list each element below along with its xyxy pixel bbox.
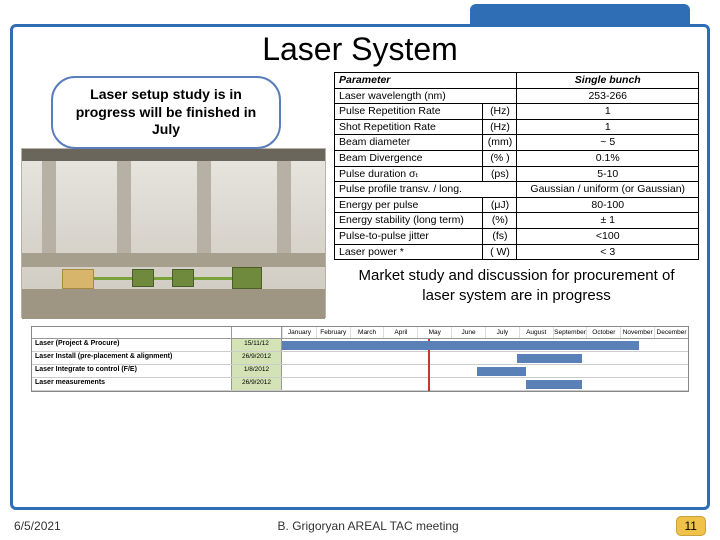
page-number: 11 — [676, 516, 706, 536]
slide-title: Laser System — [13, 31, 707, 68]
gantt-label: Laser (Project & Procure) — [32, 339, 232, 351]
table-row: Pulse-to-pulse jitter (fs) <100 — [335, 228, 699, 244]
upper-row: Laser setup study is in progress will be… — [13, 68, 707, 318]
param-value: 1 — [517, 104, 699, 120]
gantt-month: March — [350, 327, 384, 338]
param-value: < 3 — [517, 244, 699, 260]
gantt-bars — [282, 378, 688, 390]
corner-tab — [470, 4, 690, 26]
gantt-date: 26/9/2012 — [232, 378, 282, 390]
param-value: 1 — [517, 119, 699, 135]
param-value: ± 1 — [517, 213, 699, 229]
parameter-table: Parameter Single bunch Laser wavelength … — [334, 72, 699, 260]
th-single-bunch: Single bunch — [517, 73, 699, 89]
gantt-month: July — [485, 327, 519, 338]
table-row: Pulse duration σₜ (ps) 5-10 — [335, 166, 699, 182]
param-value: Gaussian / uniform (or Gaussian) — [517, 182, 699, 198]
gantt-row: Laser (Project & Procure) 15/11/12 — [32, 339, 688, 352]
param-unit: (fs) — [483, 228, 517, 244]
param-name: Energy stability (long term) — [335, 213, 483, 229]
table-row: Beam diameter (mm) ~ 5 — [335, 135, 699, 151]
table-row: Pulse Repetition Rate (Hz) 1 — [335, 104, 699, 120]
gantt-date: 15/11/12 — [232, 339, 282, 351]
footer-date: 6/5/2021 — [14, 519, 61, 533]
market-note: Market study and discussion for procurem… — [344, 266, 689, 305]
table-row: Energy stability (long term) (%) ± 1 — [335, 213, 699, 229]
param-name: Laser power * — [335, 244, 483, 260]
slide-frame: Laser System Laser setup study is in pro… — [10, 24, 710, 510]
param-name: Beam Divergence — [335, 150, 483, 166]
gantt-date: 1/8/2012 — [232, 365, 282, 377]
gantt-header: JanuaryFebruaryMarchAprilMayJuneJulyAugu… — [32, 327, 688, 339]
gantt-month: August — [519, 327, 553, 338]
table-row: Shot Repetition Rate (Hz) 1 — [335, 119, 699, 135]
gantt-bars — [282, 365, 688, 377]
table-row: Pulse profile transv. / long. Gaussian /… — [335, 182, 699, 198]
gantt-label: Laser Install (pre-placement & alignment… — [32, 352, 232, 364]
left-column: Laser setup study is in progress will be… — [21, 72, 326, 318]
gantt-row: Laser Integrate to control (F/E) 1/8/201… — [32, 365, 688, 378]
param-value: ~ 5 — [517, 135, 699, 151]
table-row: Laser power * ( W) < 3 — [335, 244, 699, 260]
param-name: Energy per pulse — [335, 197, 483, 213]
param-unit: (% ) — [483, 150, 517, 166]
gantt-bar — [526, 380, 583, 389]
param-unit: (ps) — [483, 166, 517, 182]
param-value: <100 — [517, 228, 699, 244]
param-value: 0.1% — [517, 150, 699, 166]
slide-footer: 6/5/2021 B. Grigoryan AREAL TAC meeting … — [14, 516, 706, 536]
gantt-date: 26/9/2012 — [232, 352, 282, 364]
gantt-month: November — [620, 327, 654, 338]
gantt-bars — [282, 339, 688, 351]
param-value: 5-10 — [517, 166, 699, 182]
gantt-row: Laser measurements 26/9/2012 — [32, 378, 688, 391]
right-column: Parameter Single bunch Laser wavelength … — [334, 72, 699, 318]
gantt-label: Laser measurements — [32, 378, 232, 390]
param-value: 253-266 — [517, 88, 699, 104]
table-row: Laser wavelength (nm) 253-266 — [335, 88, 699, 104]
param-unit: (Hz) — [483, 104, 517, 120]
gantt-month: June — [451, 327, 485, 338]
param-name: Shot Repetition Rate — [335, 119, 483, 135]
param-name: Laser wavelength (nm) — [335, 88, 517, 104]
param-unit: (Hz) — [483, 119, 517, 135]
gantt-month: December — [654, 327, 688, 338]
gantt-chart: JanuaryFebruaryMarchAprilMayJuneJulyAugu… — [31, 326, 689, 392]
param-name: Pulse-to-pulse jitter — [335, 228, 483, 244]
table-row: Energy per pulse (μJ) 80-100 — [335, 197, 699, 213]
gantt-month: April — [383, 327, 417, 338]
param-unit: (mm) — [483, 135, 517, 151]
gantt-label: Laser Integrate to control (F/E) — [32, 365, 232, 377]
lab-render — [21, 148, 326, 318]
gantt-month: May — [417, 327, 451, 338]
param-value: 80-100 — [517, 197, 699, 213]
param-name: Pulse profile transv. / long. — [335, 182, 517, 198]
param-name: Pulse Repetition Rate — [335, 104, 483, 120]
gantt-row: Laser Install (pre-placement & alignment… — [32, 352, 688, 365]
param-unit: ( W) — [483, 244, 517, 260]
gantt-month: October — [586, 327, 620, 338]
th-parameter: Parameter — [335, 73, 517, 89]
param-unit: (μJ) — [483, 197, 517, 213]
param-unit: (%) — [483, 213, 517, 229]
gantt-month: September — [553, 327, 587, 338]
param-name: Pulse duration σₜ — [335, 166, 483, 182]
gantt-month: January — [282, 327, 316, 338]
gantt-bar — [282, 341, 639, 350]
status-bubble: Laser setup study is in progress will be… — [51, 76, 281, 149]
gantt-month: February — [316, 327, 350, 338]
table-row: Beam Divergence (% ) 0.1% — [335, 150, 699, 166]
gantt-bars — [282, 352, 688, 364]
footer-center: B. Grigoryan AREAL TAC meeting — [278, 519, 459, 533]
param-name: Beam diameter — [335, 135, 483, 151]
gantt-bar — [517, 354, 582, 363]
gantt-bar — [477, 367, 526, 376]
